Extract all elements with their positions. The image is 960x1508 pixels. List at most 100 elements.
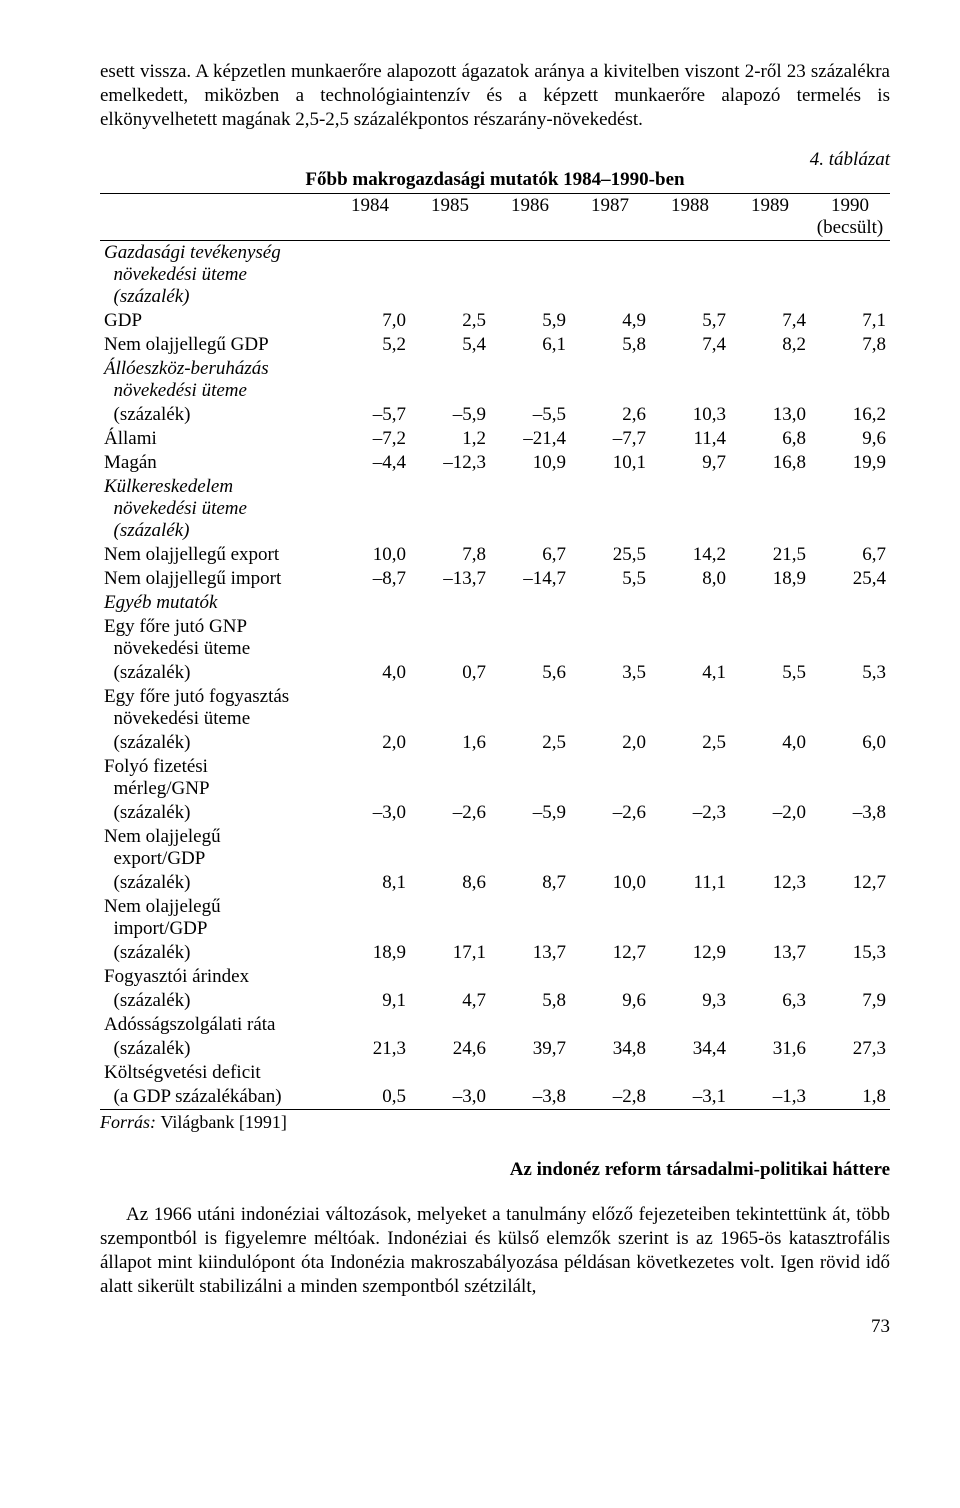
table-row: Fogyasztói árindex bbox=[100, 965, 890, 989]
cell-value: 24,6 bbox=[410, 1037, 490, 1061]
cell-value: 8,6 bbox=[410, 871, 490, 895]
cell-value: 13,7 bbox=[730, 941, 810, 965]
cell-value bbox=[650, 475, 730, 543]
col-1985: 1985 bbox=[410, 194, 490, 241]
row-label: Külkereskedelem növekedési üteme (százal… bbox=[100, 475, 330, 543]
cell-value: 12,3 bbox=[730, 871, 810, 895]
cell-value: 11,4 bbox=[650, 427, 730, 451]
cell-value: –2,8 bbox=[570, 1085, 650, 1110]
cell-value bbox=[570, 1013, 650, 1037]
row-label: (százalék) bbox=[100, 941, 330, 965]
cell-value: 5,7 bbox=[650, 309, 730, 333]
cell-value: –5,7 bbox=[330, 403, 410, 427]
table-row: Nem olajjellegű import–8,7–13,7–14,75,58… bbox=[100, 567, 890, 591]
row-label: (százalék) bbox=[100, 801, 330, 825]
row-label: Adósságszolgálati ráta bbox=[100, 1013, 330, 1037]
cell-value: 17,1 bbox=[410, 941, 490, 965]
cell-value: 4,7 bbox=[410, 989, 490, 1013]
cell-value: 21,5 bbox=[730, 543, 810, 567]
cell-value: 9,6 bbox=[570, 989, 650, 1013]
row-label: (százalék) bbox=[100, 989, 330, 1013]
cell-value: 25,4 bbox=[810, 567, 890, 591]
cell-value: –3,8 bbox=[490, 1085, 570, 1110]
cell-value bbox=[810, 685, 890, 731]
cell-value bbox=[330, 825, 410, 871]
row-label: (százalék) bbox=[100, 403, 330, 427]
cell-value bbox=[570, 965, 650, 989]
cell-value: 7,4 bbox=[650, 333, 730, 357]
cell-value: –3,8 bbox=[810, 801, 890, 825]
cell-value bbox=[730, 895, 810, 941]
cell-value: 5,2 bbox=[330, 333, 410, 357]
cell-value: –13,7 bbox=[410, 567, 490, 591]
cell-value bbox=[330, 357, 410, 403]
table-row: (százalék)9,14,75,89,69,36,37,9 bbox=[100, 989, 890, 1013]
cell-value bbox=[330, 895, 410, 941]
cell-value: 2,5 bbox=[410, 309, 490, 333]
cell-value bbox=[650, 825, 730, 871]
cell-value bbox=[490, 1013, 570, 1037]
col-1988: 1988 bbox=[650, 194, 730, 241]
cell-value: –8,7 bbox=[330, 567, 410, 591]
row-label: Nem olajjelegű export/GDP bbox=[100, 825, 330, 871]
cell-value: 8,0 bbox=[650, 567, 730, 591]
cell-value bbox=[810, 1013, 890, 1037]
cell-value bbox=[410, 685, 490, 731]
cell-value: 5,5 bbox=[570, 567, 650, 591]
cell-value bbox=[410, 755, 490, 801]
cell-value: 12,7 bbox=[570, 941, 650, 965]
cell-value bbox=[810, 241, 890, 310]
cell-value: 8,1 bbox=[330, 871, 410, 895]
table-row: Nem olajjellegű GDP5,25,46,15,87,48,27,8 bbox=[100, 333, 890, 357]
cell-value: –3,1 bbox=[650, 1085, 730, 1110]
section-heading: Az indonéz reform társadalmi-politikai h… bbox=[100, 1159, 890, 1181]
cell-value: 4,0 bbox=[330, 661, 410, 685]
cell-value: 5,8 bbox=[570, 333, 650, 357]
cell-value: –7,7 bbox=[570, 427, 650, 451]
cell-value bbox=[730, 1013, 810, 1037]
cell-value: –5,9 bbox=[410, 403, 490, 427]
cell-value: 14,2 bbox=[650, 543, 730, 567]
table-row: Adósságszolgálati ráta bbox=[100, 1013, 890, 1037]
cell-value: 15,3 bbox=[810, 941, 890, 965]
cell-value bbox=[730, 357, 810, 403]
row-label: Egy főre jutó fogyasztás növekedési ütem… bbox=[100, 685, 330, 731]
cell-value: 6,3 bbox=[730, 989, 810, 1013]
table-head: 1984 1985 1986 1987 1988 1989 1990 (becs… bbox=[100, 194, 890, 241]
cell-value bbox=[410, 895, 490, 941]
cell-value: 8,2 bbox=[730, 333, 810, 357]
table-row: Egy főre jutó fogyasztás növekedési ütem… bbox=[100, 685, 890, 731]
row-label: GDP bbox=[100, 309, 330, 333]
cell-value bbox=[730, 241, 810, 310]
table-row: Állami–7,21,2–21,4–7,711,46,89,6 bbox=[100, 427, 890, 451]
cell-value: 9,7 bbox=[650, 451, 730, 475]
cell-value bbox=[490, 825, 570, 871]
row-label: (százalék) bbox=[100, 1037, 330, 1061]
row-label: Állóeszköz-beruházás növekedési üteme bbox=[100, 357, 330, 403]
table-row: Külkereskedelem növekedési üteme (százal… bbox=[100, 475, 890, 543]
cell-value bbox=[330, 685, 410, 731]
cell-value: 1,6 bbox=[410, 731, 490, 755]
body-paragraph: Az 1966 utáni indonéziai változások, mel… bbox=[100, 1203, 890, 1298]
cell-value: –7,2 bbox=[330, 427, 410, 451]
table-body: Gazdasági tevékenység növekedési üteme (… bbox=[100, 241, 890, 1110]
cell-value: –5,5 bbox=[490, 403, 570, 427]
table-row: Nem olajjelegű import/GDP bbox=[100, 895, 890, 941]
cell-value: –2,6 bbox=[570, 801, 650, 825]
source-text: Világbank [1991] bbox=[161, 1112, 287, 1132]
cell-value: 10,9 bbox=[490, 451, 570, 475]
col-1989: 1989 bbox=[730, 194, 810, 241]
cell-value bbox=[650, 241, 730, 310]
col-1986: 1986 bbox=[490, 194, 570, 241]
cell-value bbox=[650, 685, 730, 731]
cell-value: 0,5 bbox=[330, 1085, 410, 1110]
cell-value bbox=[490, 965, 570, 989]
row-label: Állami bbox=[100, 427, 330, 451]
cell-value bbox=[650, 357, 730, 403]
cell-value bbox=[650, 755, 730, 801]
cell-value: 7,1 bbox=[810, 309, 890, 333]
cell-value: 13,7 bbox=[490, 941, 570, 965]
cell-value bbox=[650, 615, 730, 661]
cell-value: 11,1 bbox=[650, 871, 730, 895]
cell-value bbox=[490, 685, 570, 731]
